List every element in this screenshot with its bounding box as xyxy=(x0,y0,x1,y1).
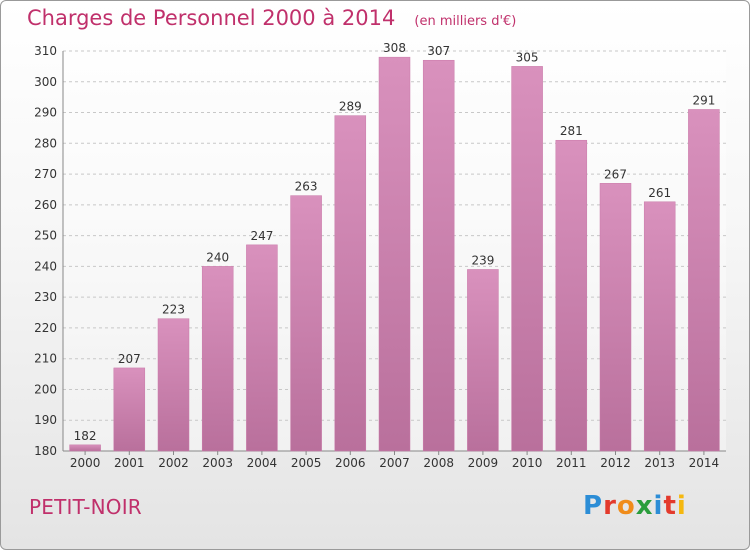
y-tick-label: 270 xyxy=(34,167,57,181)
bar xyxy=(334,115,367,452)
chart-unit: (en milliers d'€) xyxy=(414,14,517,29)
y-tick-label: 220 xyxy=(34,321,57,335)
bar xyxy=(555,139,588,452)
bar xyxy=(467,269,499,452)
chart-title: Charges de Personnel 2000 à 2014 xyxy=(27,6,396,30)
y-tick-label: 310 xyxy=(34,44,57,58)
bar xyxy=(157,318,190,452)
logo-letter: P xyxy=(583,491,604,521)
y-tick-label: 210 xyxy=(34,352,57,366)
x-tick-label: 2004 xyxy=(247,456,278,470)
data-label: 207 xyxy=(118,352,141,366)
x-tick-label: 2007 xyxy=(379,456,410,470)
bar xyxy=(113,367,146,452)
x-tick-label: 2011 xyxy=(556,456,587,470)
x-tick-label: 2008 xyxy=(423,456,454,470)
bar xyxy=(378,56,411,452)
bar xyxy=(422,59,455,452)
data-label: 247 xyxy=(250,229,273,243)
chart-title-row: Charges de Personnel 2000 à 2014 (en mil… xyxy=(27,6,516,30)
logo-letter: o xyxy=(616,491,636,521)
x-tick-label: 2014 xyxy=(689,456,720,470)
data-label: 267 xyxy=(604,167,627,181)
y-tick-label: 300 xyxy=(34,75,57,89)
data-label: 281 xyxy=(560,124,583,138)
data-label: 239 xyxy=(471,253,494,267)
y-tick-label: 250 xyxy=(34,229,57,243)
bar xyxy=(688,109,720,452)
data-label: 263 xyxy=(295,180,318,194)
data-label: 289 xyxy=(339,100,362,114)
bar xyxy=(643,201,676,452)
x-tick-label: 2002 xyxy=(158,456,189,470)
y-tick-label: 280 xyxy=(34,136,57,150)
data-label: 261 xyxy=(648,186,671,200)
data-label: 305 xyxy=(516,50,539,64)
y-tick-label: 180 xyxy=(34,444,57,458)
bar xyxy=(201,266,234,452)
data-label: 240 xyxy=(206,250,229,264)
bar xyxy=(246,244,278,452)
data-label: 308 xyxy=(383,41,406,55)
x-tick-label: 2003 xyxy=(202,456,233,470)
data-label: 182 xyxy=(74,429,97,443)
x-tick-label: 2013 xyxy=(644,456,675,470)
y-tick-label: 200 xyxy=(34,382,57,396)
y-tick-label: 240 xyxy=(34,259,57,273)
logo-letter: x xyxy=(635,491,654,521)
x-tick-label: 2001 xyxy=(114,456,145,470)
logo-letter: i xyxy=(676,491,687,521)
x-tick-label: 2005 xyxy=(291,456,322,470)
x-tick-label: 2012 xyxy=(600,456,631,470)
y-tick-label: 290 xyxy=(34,106,57,120)
bar xyxy=(511,66,543,452)
proxiti-logo: Proxiti xyxy=(583,491,687,521)
y-tick-label: 260 xyxy=(34,198,57,212)
bar xyxy=(599,183,632,452)
x-tick-label: 2009 xyxy=(468,456,499,470)
commune-name: PETIT-NOIR xyxy=(29,495,142,519)
x-tick-label: 2000 xyxy=(70,456,101,470)
x-tick-label: 2006 xyxy=(335,456,366,470)
logo-letter: r xyxy=(603,491,617,521)
data-label: 307 xyxy=(427,44,450,58)
y-tick-label: 190 xyxy=(34,413,57,427)
data-label: 291 xyxy=(692,93,715,107)
bar xyxy=(290,195,322,452)
logo-letter: t xyxy=(663,491,677,521)
bar xyxy=(69,444,101,452)
data-label: 223 xyxy=(162,303,185,317)
y-tick-label: 230 xyxy=(34,290,57,304)
logo-letter: i xyxy=(653,491,664,521)
x-tick-label: 2010 xyxy=(512,456,543,470)
